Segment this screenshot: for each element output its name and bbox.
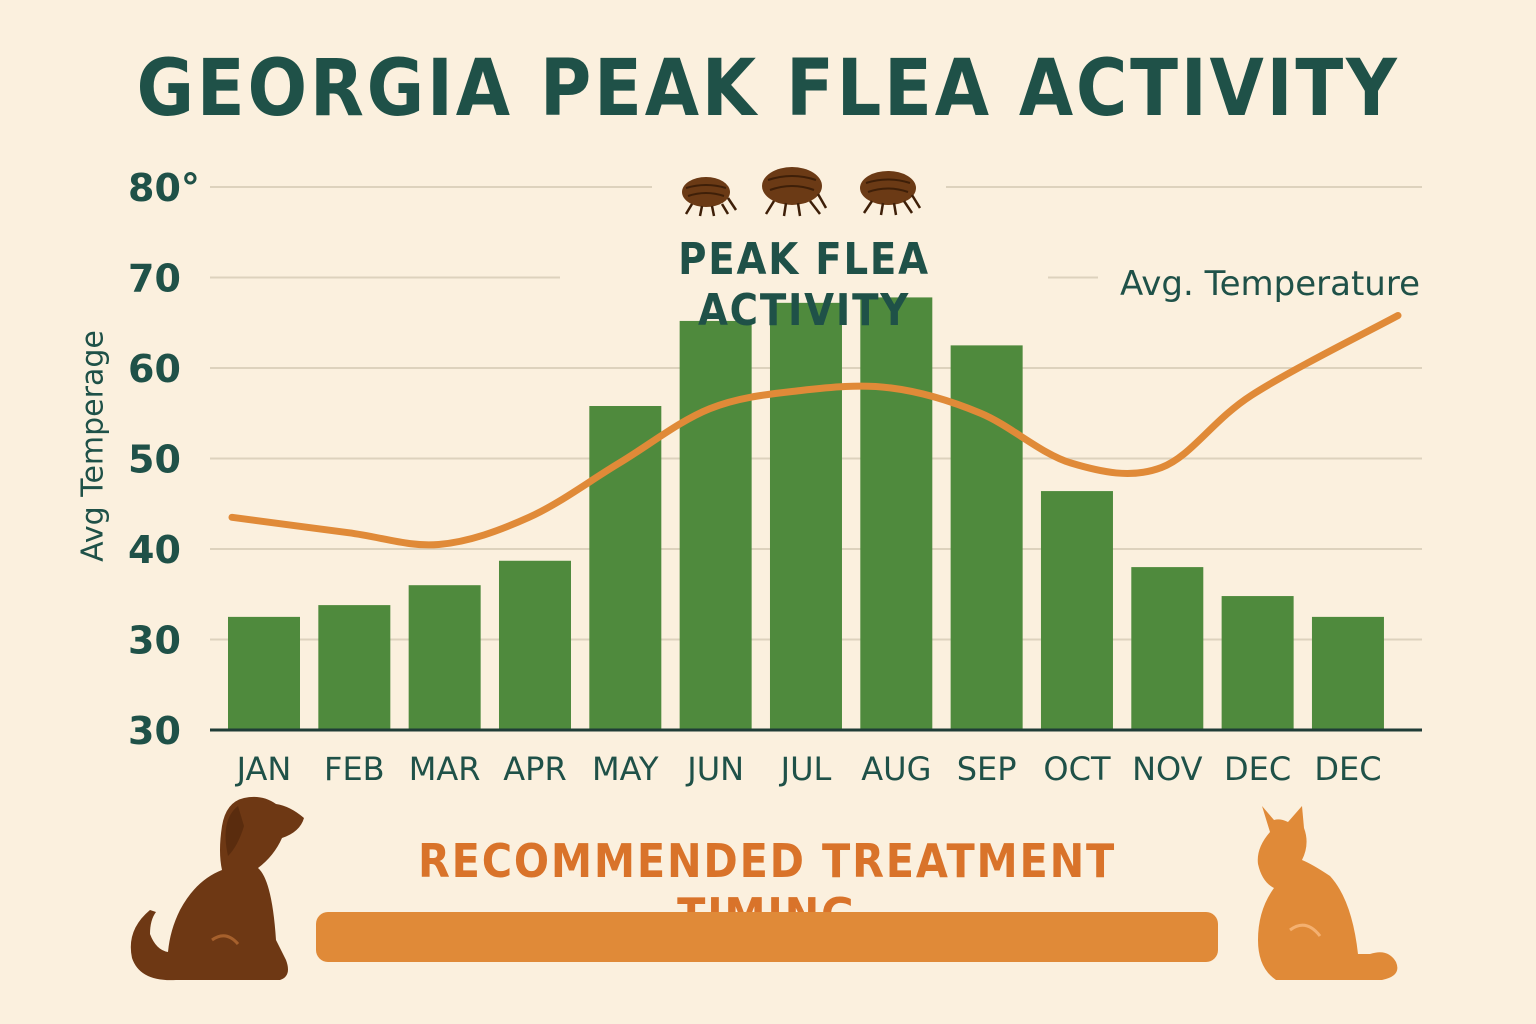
bar-dec <box>1311 616 1384 730</box>
flea-icon <box>762 167 828 217</box>
bar-feb <box>318 605 391 730</box>
x-tick-label: MAY <box>592 750 659 788</box>
peak-annotation: PEAK FLEA ACTIVITY <box>678 234 930 336</box>
flea-icon <box>682 177 738 217</box>
y-tick-label: 80° <box>128 166 200 210</box>
x-tick-label: OCT <box>1043 750 1111 788</box>
chart-title: GEORGIA PEAK FLEA ACTIVITY <box>136 44 1400 134</box>
bar-dec <box>1221 596 1294 730</box>
y-tick-label: 70 <box>128 257 181 301</box>
x-tick-label: JAN <box>235 750 292 788</box>
dog-icon <box>130 796 304 981</box>
bar-oct <box>1040 491 1113 730</box>
bar-mar <box>408 585 481 730</box>
bar-may <box>589 406 662 730</box>
x-axis-ticks: JAN FEB MAR APR MAY JUN JUL AUG SEP OCT NOV DEC DEC <box>235 750 1382 788</box>
y-tick-label: 30 <box>128 709 181 753</box>
temperature-line <box>228 312 1402 549</box>
x-tick-label: APR <box>503 750 566 788</box>
cat-icon <box>1257 806 1398 980</box>
x-tick-label: NOV <box>1132 750 1203 788</box>
bar-apr <box>498 560 571 730</box>
temperature-series-label: Avg. Temperature <box>1120 264 1420 304</box>
x-tick-label: DEC <box>1224 750 1291 788</box>
x-tick-label: JUL <box>779 750 832 788</box>
x-tick-label: JUN <box>685 750 744 788</box>
y-axis-ticks: 30 30 40 50 60 70 80° <box>128 166 200 753</box>
bar-jul <box>769 302 842 730</box>
bar-aug <box>860 297 933 730</box>
x-tick-label: MAR <box>409 750 481 788</box>
bar-jun <box>679 320 752 730</box>
x-tick-label: DEC <box>1314 750 1381 788</box>
bar-jan <box>228 616 300 730</box>
x-tick-label: SEP <box>957 750 1017 788</box>
y-tick-label: 50 <box>128 438 181 482</box>
y-tick-label: 40 <box>128 528 181 572</box>
treatment-timing-bar <box>316 912 1218 962</box>
bar-nov <box>1131 567 1204 730</box>
y-tick-label: 30 <box>128 619 181 663</box>
x-tick-label: AUG <box>861 750 931 788</box>
x-tick-label: FEB <box>324 750 385 788</box>
flea-icon <box>860 171 922 216</box>
bar-series <box>228 297 1384 730</box>
y-axis-label: Avg Temperage <box>75 330 111 562</box>
y-tick-label: 60 <box>128 347 181 391</box>
